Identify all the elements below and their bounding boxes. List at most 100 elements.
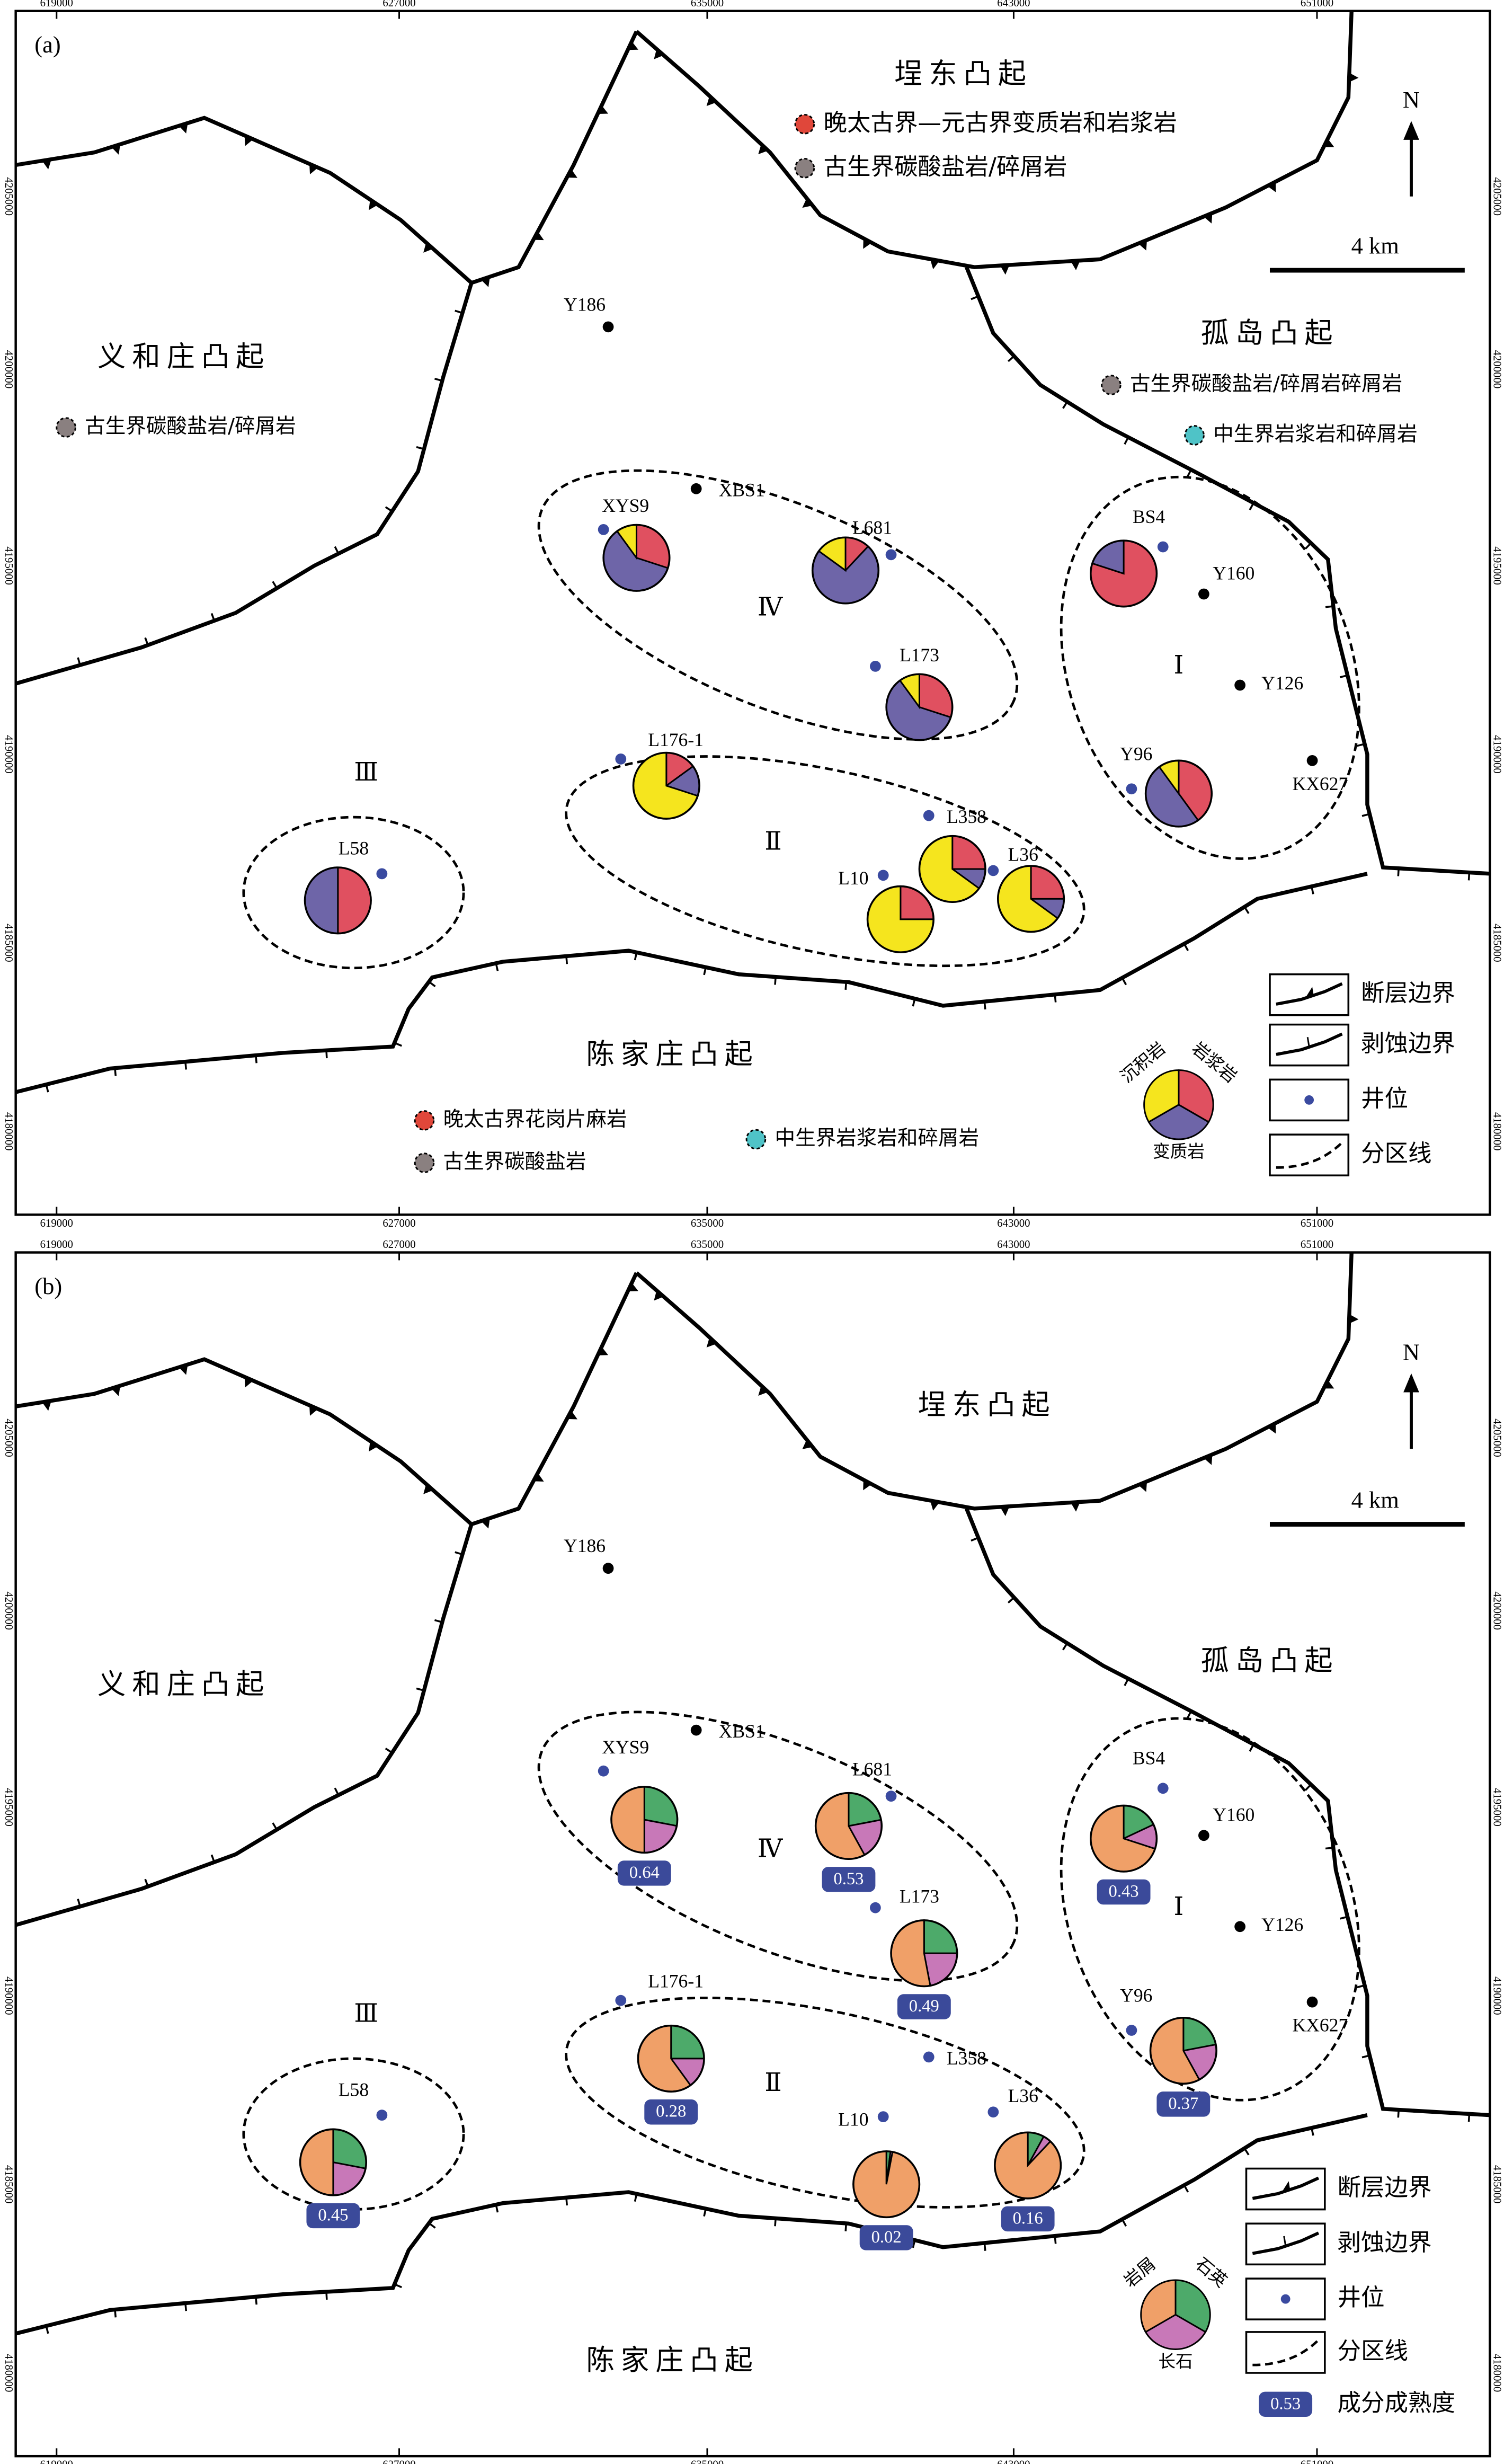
y-coordinate: 4185000 xyxy=(1491,924,1502,962)
well-label: BS4 xyxy=(1133,1748,1165,1769)
well-label: XBS1 xyxy=(719,479,765,500)
fault-tick xyxy=(598,1346,609,1355)
well-label: Y96 xyxy=(1120,743,1152,765)
erosion-tick xyxy=(1397,868,1400,876)
zone-line xyxy=(537,1710,1019,1982)
well-label: L176-1 xyxy=(648,729,704,750)
erosion-tick xyxy=(144,637,149,645)
panel-frame xyxy=(14,10,1491,1216)
well-marker xyxy=(598,524,609,535)
pie-outline xyxy=(852,2150,921,2219)
fault-tick xyxy=(567,1411,577,1420)
x-coordinate: 635000 xyxy=(691,2459,724,2464)
well-label: Y126 xyxy=(1261,1914,1303,1935)
erosion-tick xyxy=(912,2240,916,2248)
x-coordinate: 643000 xyxy=(997,2459,1030,2464)
y-coordinate: 4180000 xyxy=(3,1112,14,1151)
x-coordinate: 651000 xyxy=(1301,0,1333,9)
x-coordinate: 619000 xyxy=(40,2459,73,2464)
boundary-line xyxy=(15,872,1368,1094)
north-arrow-head xyxy=(1403,1373,1419,1393)
maturity-badge xyxy=(1097,1879,1151,1905)
legend-box xyxy=(1269,1133,1350,1177)
erosion-tick xyxy=(565,956,568,964)
zone-label: Ⅰ xyxy=(1174,652,1184,679)
pie-outline xyxy=(610,1786,679,1854)
erosion-tick xyxy=(495,2204,499,2213)
boundary-line xyxy=(15,1272,638,1527)
x-coordinate: 627000 xyxy=(382,1218,415,1229)
erosion-tick xyxy=(1183,943,1189,951)
fault-tick xyxy=(244,135,254,146)
well-marker xyxy=(885,549,897,561)
erosion-tick xyxy=(1124,437,1129,445)
fault-tick xyxy=(654,1290,664,1301)
fault-tick xyxy=(309,164,318,175)
y-coordinate: 4185000 xyxy=(3,2165,14,2204)
well-label: XBS1 xyxy=(719,1721,765,1742)
fault-tick xyxy=(654,49,664,59)
pie-outline xyxy=(814,1792,883,1860)
legend-box xyxy=(1245,2331,1326,2374)
maturity-value: 0.49 xyxy=(909,1997,939,2016)
pie-outline xyxy=(1090,1804,1158,1873)
x-coordinate: 627000 xyxy=(382,1239,415,1251)
fault-tick xyxy=(1349,1314,1359,1324)
well-marker xyxy=(598,1765,609,1777)
north-label: N xyxy=(1403,86,1420,113)
x-coordinate: 635000 xyxy=(691,0,724,9)
source-marker xyxy=(794,114,815,135)
well-label: L176-1 xyxy=(648,1971,704,1992)
fault-tick xyxy=(628,1282,638,1292)
maturity-badge xyxy=(1156,2091,1211,2117)
y-coordinate: 4195000 xyxy=(3,546,14,585)
legend-label: 分区线 xyxy=(1338,2337,1408,2364)
erosion-tick xyxy=(1124,1678,1129,1686)
erosion-tick xyxy=(434,377,443,382)
legend-erosion-tick xyxy=(1283,2236,1287,2246)
fault-tick xyxy=(423,1484,433,1494)
pie-outline xyxy=(1144,759,1213,828)
source-marker xyxy=(1184,425,1205,446)
erosion-tick xyxy=(912,998,916,1007)
fault-tick xyxy=(802,198,813,208)
erosion-tick xyxy=(1357,1984,1365,1989)
erosion-tick xyxy=(394,1042,402,1047)
erosion-tick xyxy=(77,1899,81,1907)
source-label: 古生界碳酸盐岩/碎屑岩碎屑岩 xyxy=(1130,372,1402,396)
erosion-tick xyxy=(1121,2219,1127,2227)
map-panel: (b) 619000 619000 627000 627000 635000 635000 6… xyxy=(3,1239,1502,2464)
zone-line xyxy=(242,2057,465,2211)
fault-tick xyxy=(706,96,717,107)
well-marker xyxy=(690,483,702,494)
pie-outline xyxy=(866,885,935,953)
well-marker xyxy=(923,2051,935,2063)
erosion-tick xyxy=(1325,1847,1333,1850)
x-coordinate: 651000 xyxy=(1301,1218,1333,1229)
fault-tick xyxy=(1323,1380,1334,1389)
legend-fault-tick xyxy=(1304,987,1314,1000)
source-marker xyxy=(56,417,76,438)
x-coordinate: 627000 xyxy=(382,0,415,9)
legend-label: 断层边界 xyxy=(1338,2174,1432,2201)
fault-tick xyxy=(567,169,577,178)
erosion-tick xyxy=(1121,977,1127,986)
fault-tick xyxy=(1203,212,1213,224)
pie-outline xyxy=(996,865,1065,933)
legend-fault-tick xyxy=(1280,2181,1291,2194)
well-label: L36 xyxy=(1008,2085,1038,2106)
zone-label: Ⅰ xyxy=(1174,1893,1184,1921)
erosion-tick xyxy=(1467,872,1471,881)
fault-tick xyxy=(863,1479,872,1491)
zone-line xyxy=(565,755,1085,968)
well-label: L10 xyxy=(838,2109,868,2130)
fault-tick xyxy=(802,1439,813,1449)
well-marker xyxy=(602,1563,614,1574)
erosion-tick xyxy=(1186,469,1192,477)
legend-well xyxy=(1304,1095,1314,1105)
x-coordinate: 635000 xyxy=(691,1218,724,1229)
maturity-value: 0.37 xyxy=(1168,2094,1198,2113)
fault-tick xyxy=(1000,265,1010,275)
erosion-tick xyxy=(184,1061,188,1070)
source-marker xyxy=(1101,375,1122,395)
